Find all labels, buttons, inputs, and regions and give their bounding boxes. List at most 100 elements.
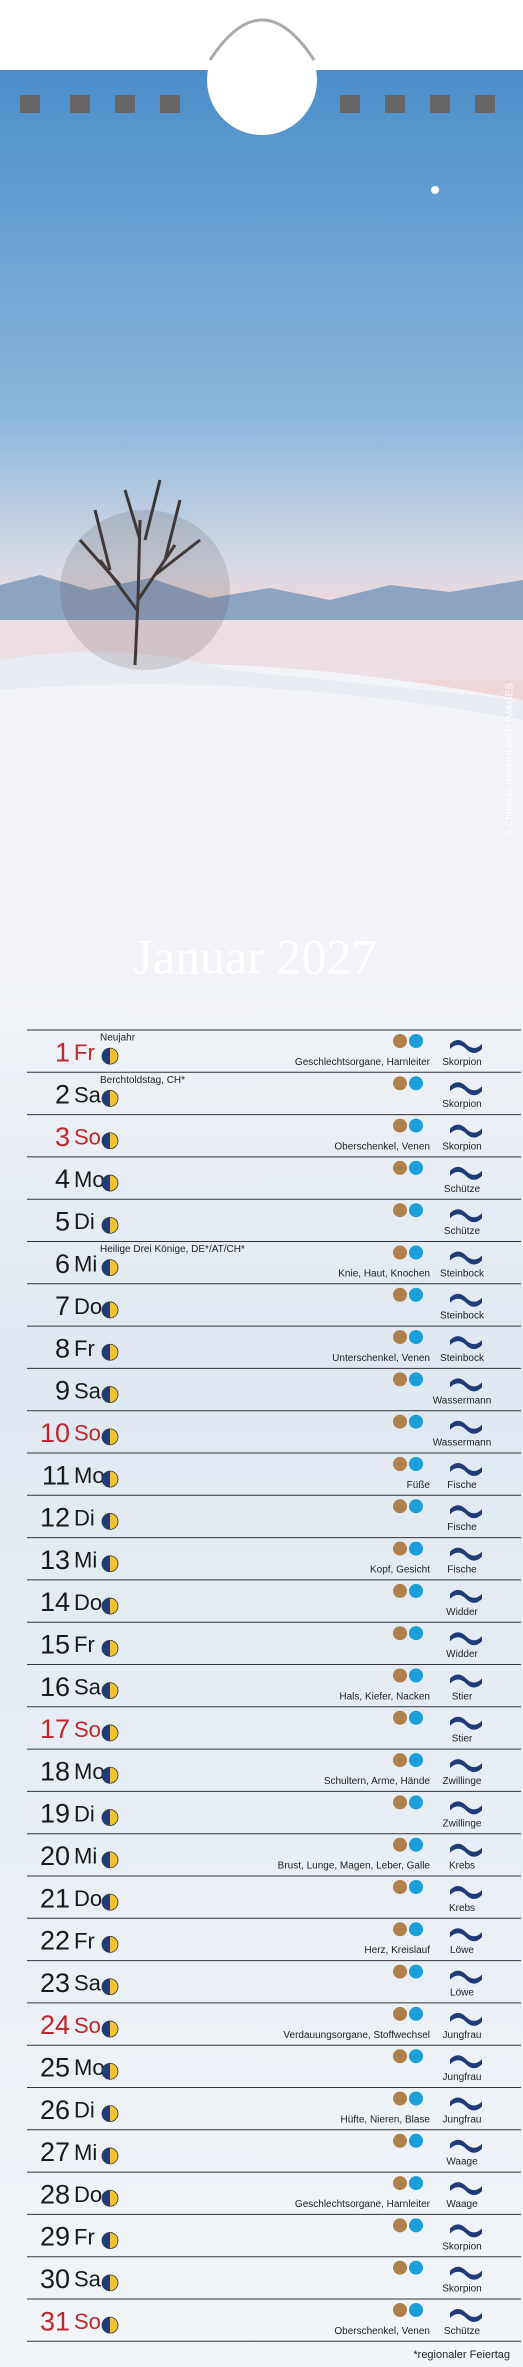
day-number: 31 — [40, 2306, 70, 2336]
zodiac-icon — [450, 2309, 482, 2322]
body-icon — [409, 1795, 423, 1810]
moon-shadow — [102, 1217, 110, 1234]
zodiac-sign: Widder — [446, 1607, 478, 1618]
zodiac-sign: Löwe — [450, 1988, 474, 1999]
weekday: Di — [74, 1801, 95, 1826]
body-icon — [393, 2260, 407, 2275]
moon-shadow — [102, 2274, 110, 2291]
body-icon — [393, 1330, 407, 1345]
day-number: 28 — [40, 2179, 70, 2209]
zodiac-icon — [450, 1378, 482, 1392]
body-icon — [393, 1245, 407, 1260]
weekday: So — [74, 1717, 101, 1742]
weekday: Mo — [74, 2055, 105, 2080]
zodiac-icon — [450, 1632, 482, 1646]
day-number: 18 — [40, 1756, 70, 1786]
body-part: Unterschenkel, Venen — [332, 1353, 430, 1364]
body-icon — [393, 2049, 407, 2064]
moon-shadow — [102, 2021, 110, 2038]
weekday: Sa — [74, 1378, 102, 1403]
zodiac-sign: Schütze — [444, 2326, 481, 2337]
snow-slope — [0, 652, 523, 720]
body-icon — [393, 1076, 407, 1091]
zodiac-icon — [450, 1166, 482, 1180]
day-number: 23 — [40, 1968, 70, 1998]
body-part: Hals, Kiefer, Nacken — [339, 1691, 430, 1702]
body-icon — [393, 1118, 407, 1133]
day-number: 2 — [55, 1080, 70, 1110]
zodiac-icon — [450, 1928, 482, 1942]
moon-shadow — [102, 1767, 110, 1784]
body-icon — [409, 1964, 423, 1979]
body-icon — [409, 1457, 423, 1471]
body-icon — [409, 1583, 423, 1598]
body-part: Füße — [407, 1480, 431, 1491]
body-icon — [409, 2091, 423, 2106]
zodiac-sign: Skorpion — [442, 1142, 481, 1153]
body-icon — [409, 1668, 423, 1683]
moon-shadow — [102, 2147, 110, 2164]
zodiac-icon — [450, 1886, 482, 1899]
zodiac-icon — [450, 1293, 482, 1307]
zodiac-icon — [450, 1843, 482, 1857]
body-icon — [409, 1160, 423, 1175]
moon-shadow — [102, 1048, 110, 1065]
day-number: 5 — [55, 1206, 70, 1236]
body-part: Schultern, Arme, Hände — [324, 1776, 431, 1787]
body-icon — [409, 1287, 423, 1302]
moon-shadow — [102, 1598, 110, 1615]
zodiac-icon — [450, 2055, 482, 2069]
moon-shadow — [102, 1894, 110, 1911]
zodiac-icon — [450, 2139, 482, 2153]
day-number: 7 — [55, 1291, 70, 1321]
zodiac-icon — [450, 1463, 482, 1476]
moon-shadow — [102, 1386, 110, 1403]
body-icon — [409, 1076, 423, 1091]
body-icon — [393, 1541, 407, 1556]
zodiac-icon — [450, 2224, 482, 2238]
zodiac-icon — [450, 1082, 482, 1096]
day-number: 26 — [40, 2095, 70, 2125]
zodiac-icon — [450, 1759, 482, 1773]
snow — [0, 664, 523, 920]
day-number: 4 — [55, 1164, 70, 1194]
weekday: So — [74, 2013, 101, 2038]
body-icon — [409, 1499, 423, 1514]
zodiac-sign: Zwillinge — [443, 1818, 482, 1829]
tree — [78, 479, 201, 666]
moon-shadow — [102, 1513, 110, 1530]
moon-shadow — [102, 1132, 110, 1149]
body-icon — [409, 2176, 423, 2191]
weekday: Do — [74, 2182, 102, 2207]
zodiac-sign: Skorpion — [442, 1099, 481, 1110]
day-number: 10 — [40, 1418, 70, 1448]
body-icon — [409, 1118, 423, 1133]
zodiac-sign: Krebs — [449, 1861, 475, 1872]
day-number: 21 — [40, 1883, 70, 1913]
body-icon — [409, 1626, 423, 1641]
zodiac-icon — [450, 1801, 482, 1815]
day-number: 1 — [55, 1037, 70, 1067]
moon-shadow — [102, 1344, 110, 1361]
zodiac-sign: Jungfrau — [443, 2072, 482, 2083]
rings — [20, 95, 495, 113]
body-icon — [393, 2091, 407, 2106]
mountains — [0, 575, 523, 625]
day-number: 12 — [40, 1503, 70, 1533]
body-part: Oberschenkel, Venen — [334, 1142, 430, 1153]
weekday: So — [74, 2309, 101, 2334]
zodiac-sign: Waage — [446, 2199, 478, 2210]
weekday: Do — [74, 1294, 102, 1319]
zodiac-sign: Steinbock — [440, 1353, 485, 1364]
body-icon — [393, 1414, 407, 1429]
body-icon — [393, 1880, 407, 1894]
hanger — [208, 18, 316, 61]
holiday: Heilige Drei Könige, DE*/AT/CH* — [100, 1244, 245, 1255]
body-icon — [393, 1964, 407, 1979]
weekday: Di — [74, 1209, 95, 1234]
day-number: 14 — [40, 1587, 70, 1617]
zodiac-icon — [450, 1040, 482, 1053]
body-icon — [393, 1499, 407, 1514]
body-icon — [409, 2006, 423, 2021]
